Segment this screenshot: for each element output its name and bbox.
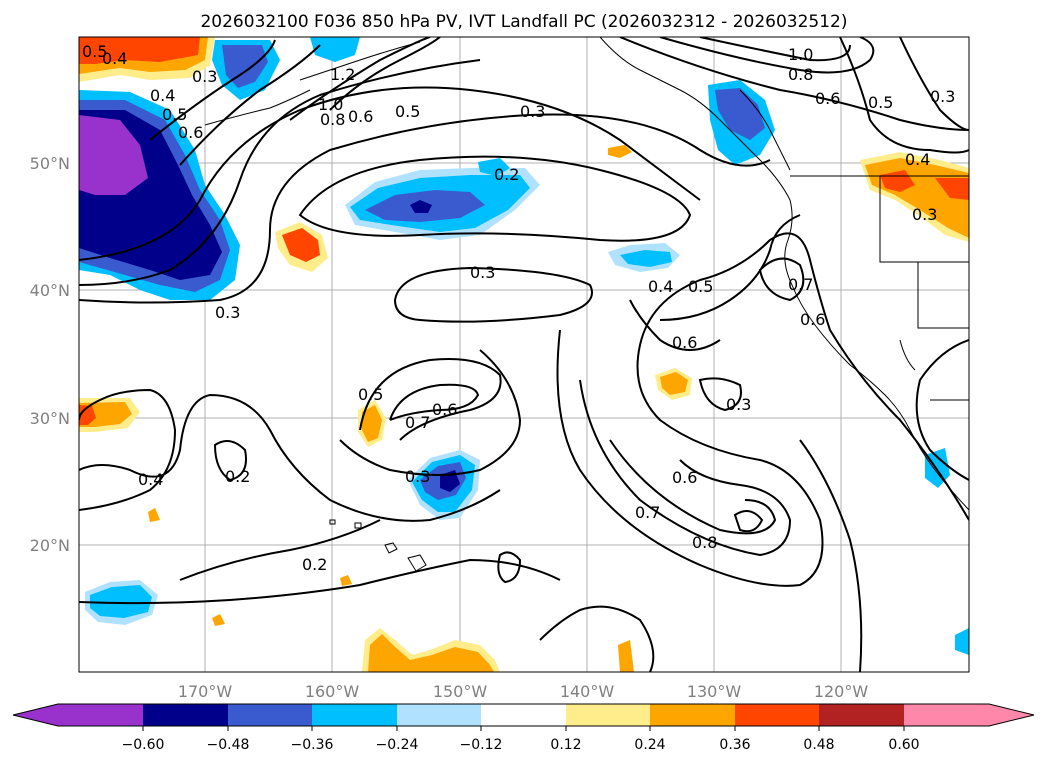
contour-label: 0.4 [905, 150, 930, 169]
contour-label: 0.6 [348, 107, 373, 126]
contour-label: 0.4 [138, 470, 163, 489]
colorbar-outline [12, 703, 1035, 727]
colorbar-tick-label: −0.60 [122, 737, 165, 753]
contour-label: 0.3 [520, 102, 545, 121]
lon-label: 150°W [433, 682, 488, 701]
colorbar-swatch [650, 704, 735, 726]
colorbar-swatch [58, 704, 143, 726]
lat-label: 20°N [30, 536, 70, 555]
colorbar-extend-max [989, 704, 1034, 726]
colorbar-swatch [904, 704, 989, 726]
contour-label: 0.4 [648, 277, 673, 296]
figure-title: 2026032100 F036 850 hPa PV, IVT Landfall… [200, 12, 847, 32]
contour-label: 0.6 [815, 89, 840, 108]
contour-label: 0.5 [358, 385, 383, 404]
contour-label: 0.4 [150, 86, 175, 105]
contour-label: 0.7 [405, 413, 430, 432]
contour-label: 0.5 [82, 42, 107, 61]
contour-label: 0.3 [470, 263, 495, 282]
colorbar-swatch [566, 704, 650, 726]
contour-label: 0.6 [178, 123, 203, 142]
colorbar-tick-label: −0.24 [376, 737, 419, 753]
coastlines [204, 37, 969, 511]
contour-label: 0.6 [800, 310, 825, 329]
latitude-labels: 50°N 40°N 30°N 20°N [30, 154, 70, 555]
colorbar-tick-label: −0.12 [460, 737, 503, 753]
hawaiian-islands [329, 519, 427, 572]
pv-shading [79, 37, 969, 672]
lat-label: 40°N [30, 281, 70, 300]
colorbar-swatch [143, 704, 228, 726]
colorbar-swatch [819, 704, 904, 726]
colorbar-tick-label: 0.12 [550, 737, 581, 753]
contour-label: 0.5 [162, 105, 187, 124]
map-plot-area: 0.5 0.4 0.3 0.4 0.5 0.6 1.2 1.0 0.8 0.6 … [78, 36, 970, 673]
lon-label: 170°W [178, 682, 233, 701]
colorbar-swatch [312, 704, 397, 726]
contour-label: 0.3 [215, 303, 240, 322]
colorbar-tick-label: 0.60 [888, 737, 919, 753]
ivt-contours [79, 37, 969, 672]
contour-label: 0.6 [432, 400, 457, 419]
colorbar-tick-label: 0.24 [634, 737, 665, 753]
contour-label: 0.4 [102, 49, 127, 68]
contour-label: 0.3 [192, 67, 217, 86]
contour-label: 0.8 [788, 65, 813, 84]
contour-label: 0.3 [930, 87, 955, 106]
lon-label: 130°W [687, 682, 742, 701]
contour-label: 0.7 [635, 503, 660, 522]
map-frame [78, 36, 970, 673]
contour-label: 1.0 [788, 45, 813, 64]
colorbar-swatch [735, 704, 819, 726]
contour-label: 0.6 [672, 333, 697, 352]
colorbar-swatch [228, 704, 312, 726]
colorbar: −0.60 −0.48 −0.36 −0.24 −0.12 0.12 0.24 … [12, 703, 1035, 753]
contour-label: 0.8 [692, 533, 717, 552]
colorbar-tick-label: 0.48 [803, 737, 834, 753]
lat-label: 30°N [30, 409, 70, 428]
lon-label: 160°W [305, 682, 360, 701]
contour-label: 0.5 [688, 277, 713, 296]
colorbar-tick-label: 0.36 [719, 737, 750, 753]
lon-label: 120°W [814, 682, 869, 701]
lon-label: 140°W [560, 682, 615, 701]
lat-label: 50°N [30, 154, 70, 173]
contour-label: 0.3 [726, 395, 751, 414]
contour-label: 0.5 [395, 102, 420, 121]
contour-label: 0.8 [320, 110, 345, 129]
contour-label: 0.3 [405, 467, 430, 486]
colorbar-tick-label: −0.48 [207, 737, 250, 753]
contour-label: 1.2 [330, 65, 355, 84]
contour-label: 1.0 [318, 95, 343, 114]
contour-label: 0.2 [225, 467, 250, 486]
graticule [79, 37, 969, 672]
contour-label: 0.2 [494, 165, 519, 184]
contour-label: 0.6 [672, 468, 697, 487]
contour-label: 0.7 [788, 275, 813, 294]
contour-label: 0.2 [302, 555, 327, 574]
colorbar-swatch [397, 704, 481, 726]
colorbar-tick-label: −0.36 [291, 737, 334, 753]
contour-label: 0.3 [912, 205, 937, 224]
contour-labels: 0.5 0.4 0.3 0.4 0.5 0.6 1.2 1.0 0.8 0.6 … [82, 42, 955, 574]
contour-label: 0.5 [868, 93, 893, 112]
longitude-labels: 170°W 160°W 150°W 140°W 130°W 120°W [178, 682, 869, 701]
colorbar-swatch [481, 704, 566, 726]
colorbar-extend-min [13, 704, 58, 726]
